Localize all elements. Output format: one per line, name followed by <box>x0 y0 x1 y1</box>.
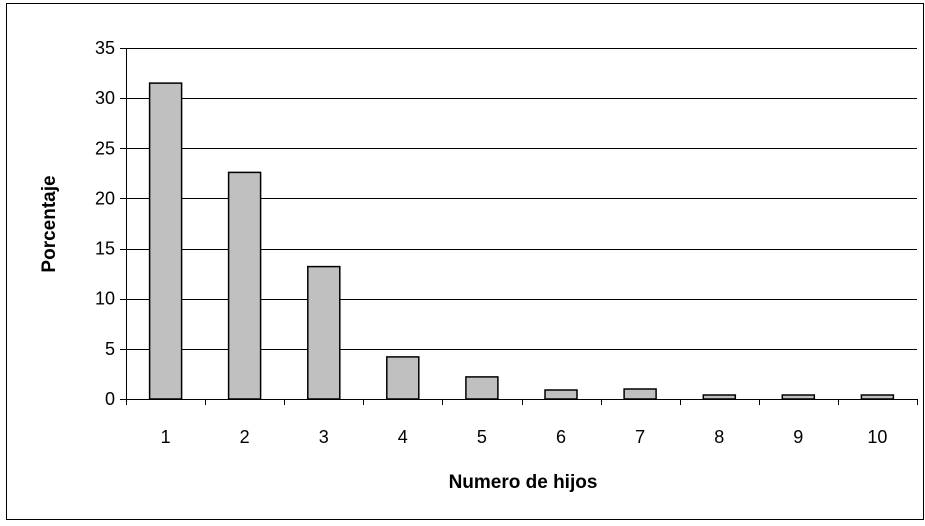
x-axis-ticks: 1 2 3 4 5 6 7 8 9 10 <box>126 399 918 447</box>
x-tick-label: 9 <box>793 427 803 447</box>
x-tick-label: 6 <box>556 427 566 447</box>
y-axis-title: Porcentaje <box>39 175 60 272</box>
y-tick-label: 10 <box>95 289 115 309</box>
bar-2 <box>227 171 262 400</box>
bar-9 <box>781 394 816 400</box>
x-tick-label: 1 <box>161 427 171 447</box>
bar-6 <box>544 389 578 400</box>
y-tick-label: 30 <box>95 88 115 108</box>
x-tick-label: 2 <box>240 427 250 447</box>
x-tick-label: 4 <box>398 427 408 447</box>
x-axis-title: Numero de hijos <box>449 472 598 493</box>
x-tick-label: 7 <box>635 427 645 447</box>
x-tick-label: 3 <box>319 427 329 447</box>
bar-8 <box>702 394 737 400</box>
bar-7 <box>623 388 657 400</box>
axes <box>126 48 917 400</box>
y-tick-label: 5 <box>105 339 115 359</box>
bar-5 <box>465 376 499 400</box>
bars <box>148 82 895 400</box>
x-tick-label: 10 <box>867 427 887 447</box>
bar-3 <box>307 265 341 400</box>
y-tick-label: 25 <box>95 138 115 158</box>
x-tick-label: 8 <box>714 427 724 447</box>
x-tick-label: 5 <box>477 427 487 447</box>
y-tick-label: 35 <box>95 38 115 58</box>
bar-4 <box>386 356 420 400</box>
bar-1 <box>148 82 183 400</box>
y-tick-label: 20 <box>95 188 115 208</box>
y-axis-ticks: 0 5 10 15 20 25 30 35 <box>95 38 126 409</box>
chart-border <box>6 3 924 520</box>
y-tick-label: 15 <box>95 239 115 259</box>
y-tick-label: 0 <box>105 389 115 409</box>
bar-10 <box>860 394 895 400</box>
